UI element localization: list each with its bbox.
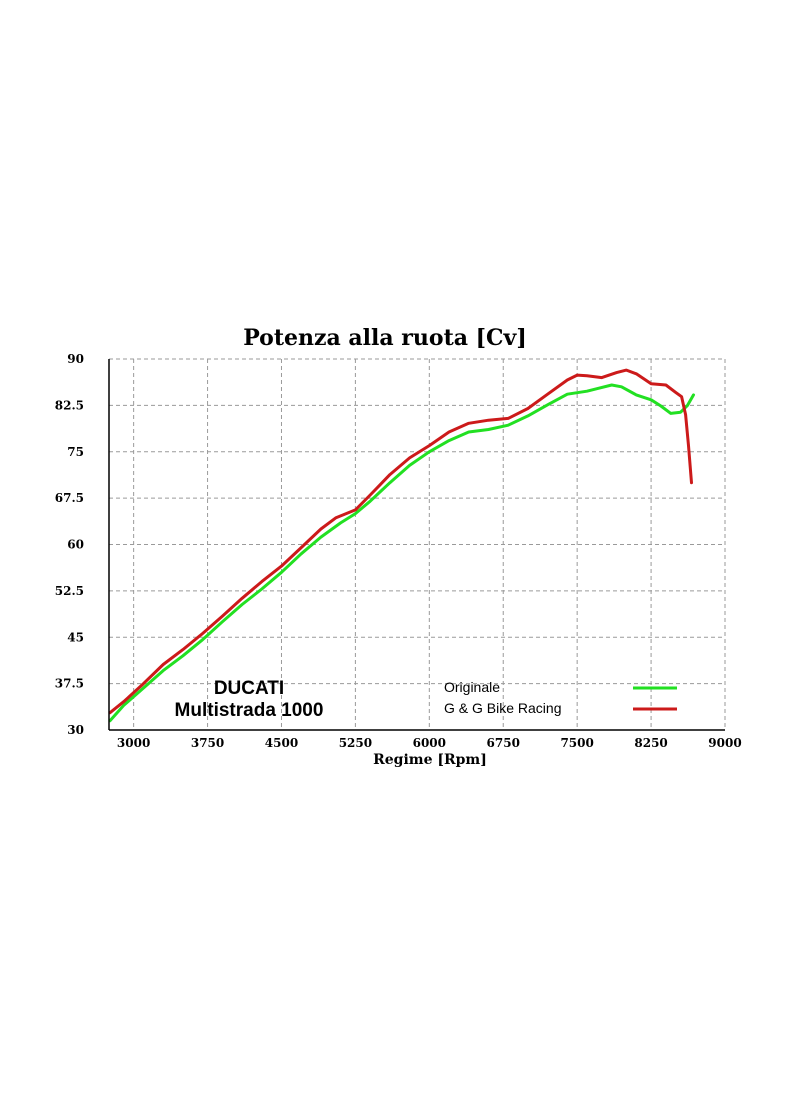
y-tick-label: 75 [67,445,84,459]
x-tick-label: 5250 [339,736,372,750]
y-tick-label: 82.5 [55,398,84,412]
chart-title: Potenza alla ruota [Cv] [243,325,527,351]
x-axis-label: Regime [Rpm] [373,752,487,768]
series-layer [108,368,695,723]
x-tick-label: 6000 [413,736,446,750]
x-tick-label: 9000 [708,736,741,750]
series-line-originale [108,383,695,723]
y-tick-label: 45 [67,630,84,644]
legend: Originale G & G Bike Racing [444,679,677,716]
axes [108,359,725,731]
x-tick-label: 3750 [191,736,224,750]
y-tick-label: 30 [67,723,84,737]
x-tick-label: 3000 [117,736,150,750]
x-tick-label: 6750 [487,736,520,750]
model-label: Multistrada 1000 [175,700,324,721]
y-tick-label: 37.5 [55,677,84,691]
x-tick-label: 8250 [634,736,667,750]
y-tick-label: 52.5 [55,584,84,598]
y-tick-label: 60 [67,538,84,552]
grid [109,358,726,730]
y-tick-label: 67.5 [55,491,84,505]
y-tick-label: 90 [67,352,84,366]
legend-label-originale: Originale [444,679,500,695]
x-tick-label: 7500 [560,736,593,750]
brand-label: DUCATI [214,678,284,699]
x-tick-label: 4500 [265,736,298,750]
x-tick-labels: 3000 3750 4500 5250 6000 6750 7500 8250 9000 [117,736,742,750]
y-tick-labels: 30 37.5 45 52.5 60 67.5 75 82.5 90 [55,352,84,737]
series-line-gg-bike-racing [108,368,693,715]
legend-label-gg-bike-racing: G & G Bike Racing [444,700,562,716]
